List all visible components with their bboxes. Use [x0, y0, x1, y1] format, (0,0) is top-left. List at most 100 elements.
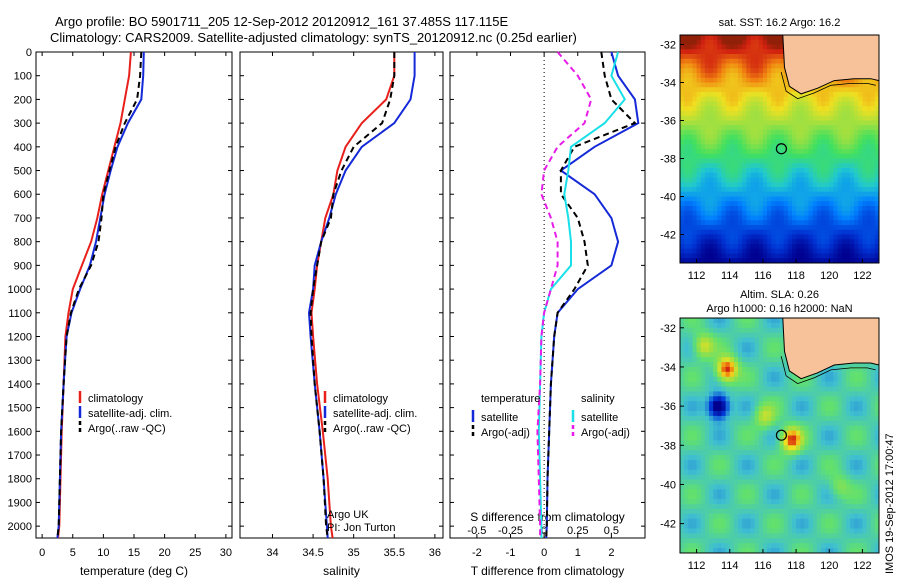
y-tick-label: 1600: [8, 426, 32, 438]
map-x-tick-label: 122: [853, 560, 871, 572]
x2-tick-label: -0.5: [467, 525, 486, 537]
y-tick-label: 1100: [8, 308, 32, 320]
x-tick-label: 5: [70, 547, 76, 559]
map-y-tick-label: -38: [660, 154, 676, 166]
y-tick-label: 2000: [8, 521, 32, 533]
map-y-tick-label: -34: [660, 362, 676, 374]
x-tick-label: 0: [39, 547, 45, 559]
x-tick-label: 10: [97, 547, 109, 559]
legend-label: climatology: [333, 393, 389, 405]
y-tick-label: 400: [14, 142, 32, 154]
legend-header: salinity: [581, 393, 615, 405]
x2-tick-label: 0.25: [567, 525, 588, 537]
y-tick-label: 1900: [8, 497, 32, 509]
legend-header: temperature: [481, 393, 540, 405]
map-title: sat. SST: 16.2 Argo: 16.2: [719, 17, 841, 29]
map-y-tick-label: -36: [660, 116, 676, 128]
legend-label: climatology: [88, 393, 144, 405]
x-tick-label: 34.5: [302, 547, 323, 559]
map-x-tick-label: 112: [688, 270, 706, 282]
x-tick-label: 20: [159, 547, 171, 559]
legend-label: Argo(-adj): [481, 427, 530, 439]
map-frame: [679, 34, 880, 264]
map-x-tick-label: 122: [853, 270, 871, 282]
map-y-tick-label: -36: [660, 401, 676, 413]
x-tick-label: 36: [429, 547, 441, 559]
y-tick-label: 600: [14, 189, 32, 201]
y-tick-label: 700: [14, 213, 32, 225]
legend-label: satellite: [581, 412, 618, 424]
map-y-tick-label: -38: [660, 440, 676, 452]
map-frame: [679, 317, 880, 554]
x-tick-label: 2: [608, 547, 614, 559]
map-y-tick-label: -34: [660, 78, 676, 90]
y-tick-label: 0: [26, 47, 32, 59]
figure-title-line2: Climatology: CARS2009. Satellite-adjuste…: [50, 30, 577, 45]
x-tick-label: 25: [189, 547, 201, 559]
map-x-tick-label: 120: [820, 560, 838, 572]
x-tick-label: 34: [266, 547, 278, 559]
series-line: [545, 51, 640, 539]
map-y-tick-label: -40: [660, 479, 676, 491]
shelf-contour: [780, 72, 876, 100]
map-x-tick-label: 118: [787, 560, 805, 572]
x-tick-label: 35: [348, 547, 360, 559]
y-tick-label: 1400: [8, 379, 32, 391]
profile-panel-frame: [239, 51, 444, 539]
series-line: [536, 51, 593, 538]
y-tick-label: 900: [14, 260, 32, 272]
y-tick-label: 200: [14, 94, 32, 106]
annotation-text: PI: Jon Turton: [327, 522, 395, 534]
map-subtitle: Argo h1000: 0.16 h2000: NaN: [706, 303, 852, 315]
y-tick-label: 1000: [8, 284, 32, 296]
series-line: [537, 51, 627, 538]
x-tick-label: 15: [128, 547, 140, 559]
profile-location-marker: [775, 429, 788, 441]
y-tick-label: 500: [14, 166, 32, 178]
map-y-tick-label: -32: [660, 40, 676, 52]
series-line: [309, 52, 396, 539]
x-tick-label: 35.5: [384, 547, 405, 559]
y-tick-label: 300: [14, 118, 32, 130]
y-tick-label: 1200: [8, 331, 32, 343]
map-y-tick-label: -32: [660, 323, 676, 335]
map-y-tick-label: -42: [660, 519, 676, 531]
y-tick-label: 1700: [8, 450, 32, 462]
x-tick-label: 0: [541, 547, 547, 559]
map-x-tick-label: 118: [787, 270, 805, 282]
legend-label: satellite-adj. clim.: [333, 408, 417, 420]
legend-label: Argo(..raw -QC): [333, 423, 411, 435]
x-axis-label: T difference from climatology: [471, 564, 625, 578]
profile-location-marker: [775, 143, 788, 155]
y-tick-label: 100: [14, 71, 32, 83]
map-x-tick-label: 114: [721, 560, 739, 572]
y-tick-label: 1800: [8, 474, 32, 486]
profile-panel-frame: [35, 51, 233, 539]
series-line: [307, 52, 416, 539]
map-x-tick-label: 120: [820, 270, 838, 282]
x-tick-label: -2: [472, 547, 482, 559]
legend-label: Argo(-adj): [581, 427, 630, 439]
legend-label: satellite-adj. clim.: [88, 408, 172, 420]
map-x-tick-label: 116: [754, 270, 772, 282]
x-tick-label: -1: [506, 547, 516, 559]
series-line: [545, 51, 637, 539]
annotation-text: Argo UK: [327, 509, 369, 521]
map-y-tick-label: -42: [660, 230, 676, 242]
x2-tick-label: 0: [541, 525, 547, 537]
y-tick-label: 1300: [8, 355, 32, 367]
map-x-tick-label: 114: [721, 270, 739, 282]
figure-title-line1: Argo profile: BO 5901711_205 12-Sep-2012…: [55, 14, 509, 29]
series-line: [56, 51, 145, 539]
y-tick-label: 800: [14, 237, 32, 249]
legend-label: Argo(..raw -QC): [88, 423, 166, 435]
x-axis-label: salinity: [323, 564, 360, 578]
shelf-contour: [780, 356, 876, 385]
map-title: Altim. SLA: 0.26: [740, 289, 819, 301]
x-tick-label: 1: [575, 547, 581, 559]
map-x-tick-label: 116: [754, 560, 772, 572]
x2-tick-label: 0.5: [604, 525, 619, 537]
x2-tick-label: -0.25: [498, 525, 523, 537]
map-x-tick-label: 112: [688, 560, 706, 572]
x-axis-label: temperature (deg C): [80, 564, 188, 578]
